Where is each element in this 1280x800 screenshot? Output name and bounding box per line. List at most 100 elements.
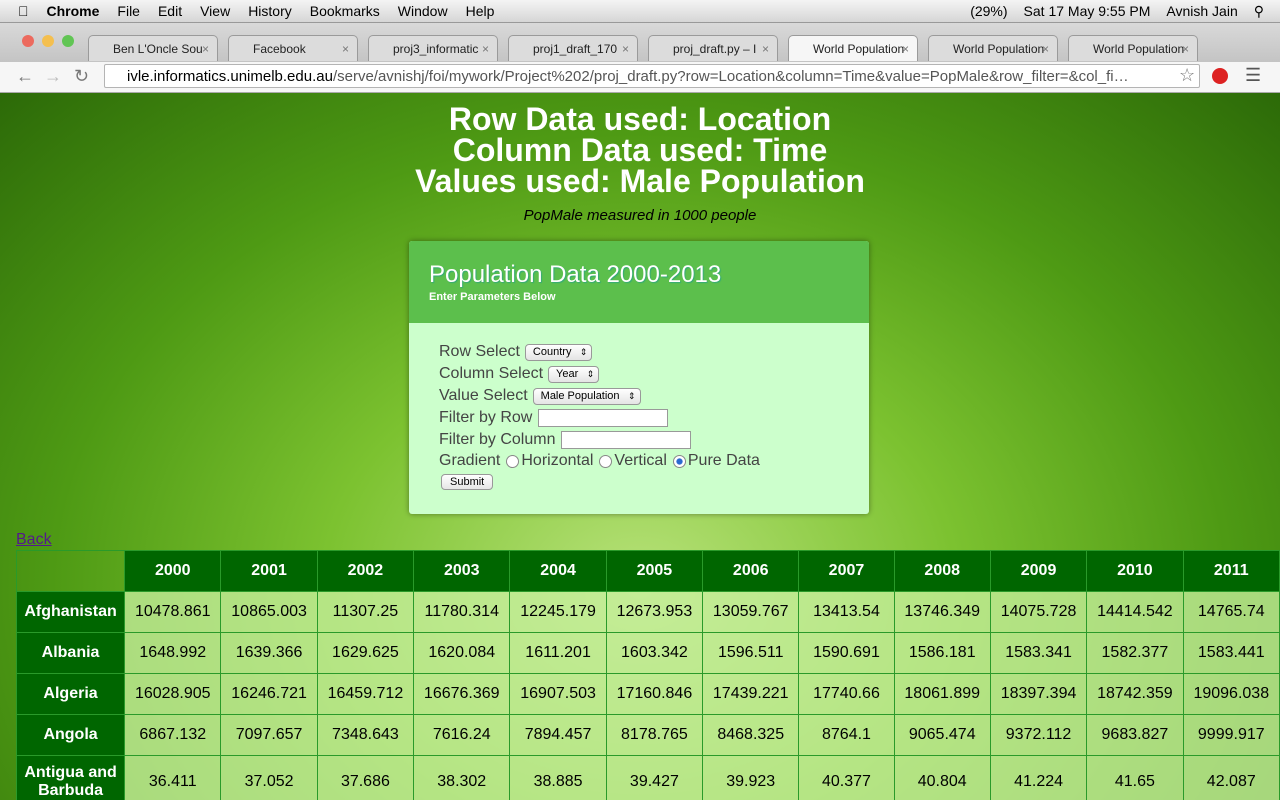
table-cell: 11307.25 [316,591,415,633]
table-cell: 6867.132 [124,714,222,756]
radio[interactable] [672,454,686,468]
table-row: Angola 6867.132 7097.657 7348.643 7616.24 789… [15,714,1280,756]
url-host: ivle.informatics.unimelb.edu.au [127,68,333,85]
table-cell: 18397.394 [989,673,1088,715]
reload-button[interactable]: ↻ [74,66,90,86]
label: Column Select [439,365,544,382]
table-cell: 17160.846 [605,673,704,715]
table-cell: 40.377 [798,755,895,800]
label: Gradient [439,452,501,469]
table-cell: 9372.112 [989,714,1088,756]
column-header: 2005 [605,550,704,592]
table-cell: 7348.643 [316,714,415,756]
form: Population Data 2000-2013 Enter Paramete… [409,241,869,514]
table-cell: 14414.542 [1086,591,1184,633]
table-cell: 16459.712 [316,673,415,715]
column-header: 2009 [989,550,1088,592]
menu-item[interactable]: Window [387,3,448,19]
form-header: Population Data 2000-2013 Enter Paramete… [409,241,869,323]
radio-label[interactable]: Horizontal [521,452,594,469]
row-header: Antigua and Barbuda [15,755,126,800]
column-select[interactable]: Year [548,365,600,383]
table-cell: 41.65 [1086,755,1184,800]
row-filter-input[interactable] [538,409,669,427]
table-cell: 14765.74 [1182,591,1280,633]
window-button[interactable] [62,35,74,47]
row-header: Albania [15,632,126,674]
bookmark-star[interactable]: ☆ [1179,65,1196,85]
table-cell: 16028.905 [124,673,222,715]
user[interactable]: Avnish Jain [1166,3,1238,19]
menu-item[interactable]: History [237,3,292,19]
table-cell: 8178.765 [605,714,704,756]
table-cell: 16246.721 [220,673,318,715]
url-bar[interactable]: ivle.informatics.unimelb.edu.au/serve/av… [104,64,1200,88]
menu-item[interactable]: File [106,3,140,19]
tab-strip: Ben L'Oncle Sou Facebook proj3_informatic p… [0,23,1280,62]
row-header: Afghanistan [15,591,126,633]
table-cell: 1603.342 [605,632,704,674]
row-select[interactable]: Country [524,343,593,361]
menu-button[interactable]: ☰ [1245,65,1262,85]
table-cell: 38.885 [509,755,607,800]
window-button[interactable] [42,35,54,47]
tab[interactable]: proj_draft.py – I [648,35,778,61]
table-cell: 13746.349 [893,591,991,633]
app-name[interactable]: Chrome [36,3,100,19]
submit-button[interactable]: Submit [441,474,494,490]
table-cell: 9065.474 [893,714,991,756]
heading: Row Data used: Location [448,101,832,137]
tab[interactable]: World Population [788,35,918,61]
value-select[interactable]: Male Population [532,387,641,405]
table-cell: 13059.767 [702,591,800,633]
back-button[interactable]: ← [16,66,34,86]
battery[interactable]: (29%) [970,3,1008,19]
table-cell: 37.052 [220,755,318,800]
menu-item[interactable]: Edit [147,3,182,19]
radio[interactable] [599,454,613,468]
column-filter-input[interactable] [561,431,692,449]
radio-label[interactable]: Pure Data [687,452,760,469]
tab[interactable]: proj3_informatic [368,35,498,61]
forward-button[interactable]: → [44,66,62,86]
form-title: Population Data 2000-2013 [429,261,722,288]
table-cell: 40.804 [893,755,991,800]
web-content: Row Data used: Location Column Data used… [0,93,1280,800]
table-cell: 16676.369 [413,673,511,715]
table-cell: 42.087 [1182,755,1280,800]
search-icon[interactable]: ⚲ [1253,3,1264,19]
table-cell: 13413.54 [798,591,895,633]
tab[interactable]: World Population [928,35,1058,61]
tab[interactable]: Ben L'Oncle Sou [88,35,218,61]
apple-menu[interactable]:  [18,3,29,19]
table-cell: 18742.359 [1086,673,1184,715]
row-header: Angola [15,714,126,756]
menu-item[interactable]: Bookmarks [299,3,380,19]
heading: Column Data used: Time [452,132,828,168]
window-button[interactable] [22,35,34,47]
tab[interactable]: Facebook [228,35,358,61]
column-header: 2001 [220,550,318,592]
back-link[interactable]: Back [16,531,52,548]
column-header: 2007 [798,550,895,592]
tab[interactable]: World Population [1068,35,1198,61]
column-header: 2002 [316,550,415,592]
table-cell: 37.686 [316,755,415,800]
extension-icon[interactable] [1212,68,1228,84]
table-cell: 1586.181 [893,632,991,674]
table-cell: 7894.457 [509,714,607,756]
table-cell: 39.427 [605,755,704,800]
table-cell: 7097.657 [220,714,318,756]
table-cell: 1648.992 [124,632,222,674]
menu-item[interactable]: View [189,3,230,19]
table-cell: 36.411 [124,755,222,800]
radio-label[interactable]: Vertical [614,452,667,469]
table-cell: 14075.728 [989,591,1088,633]
menu-item[interactable]: Help [455,3,495,19]
clock[interactable]: Sat 17 May 9:55 PM [1023,3,1151,19]
tab[interactable]: proj1_draft_170 [508,35,638,61]
table-cell: 1596.511 [702,632,800,674]
radio[interactable] [506,454,520,468]
